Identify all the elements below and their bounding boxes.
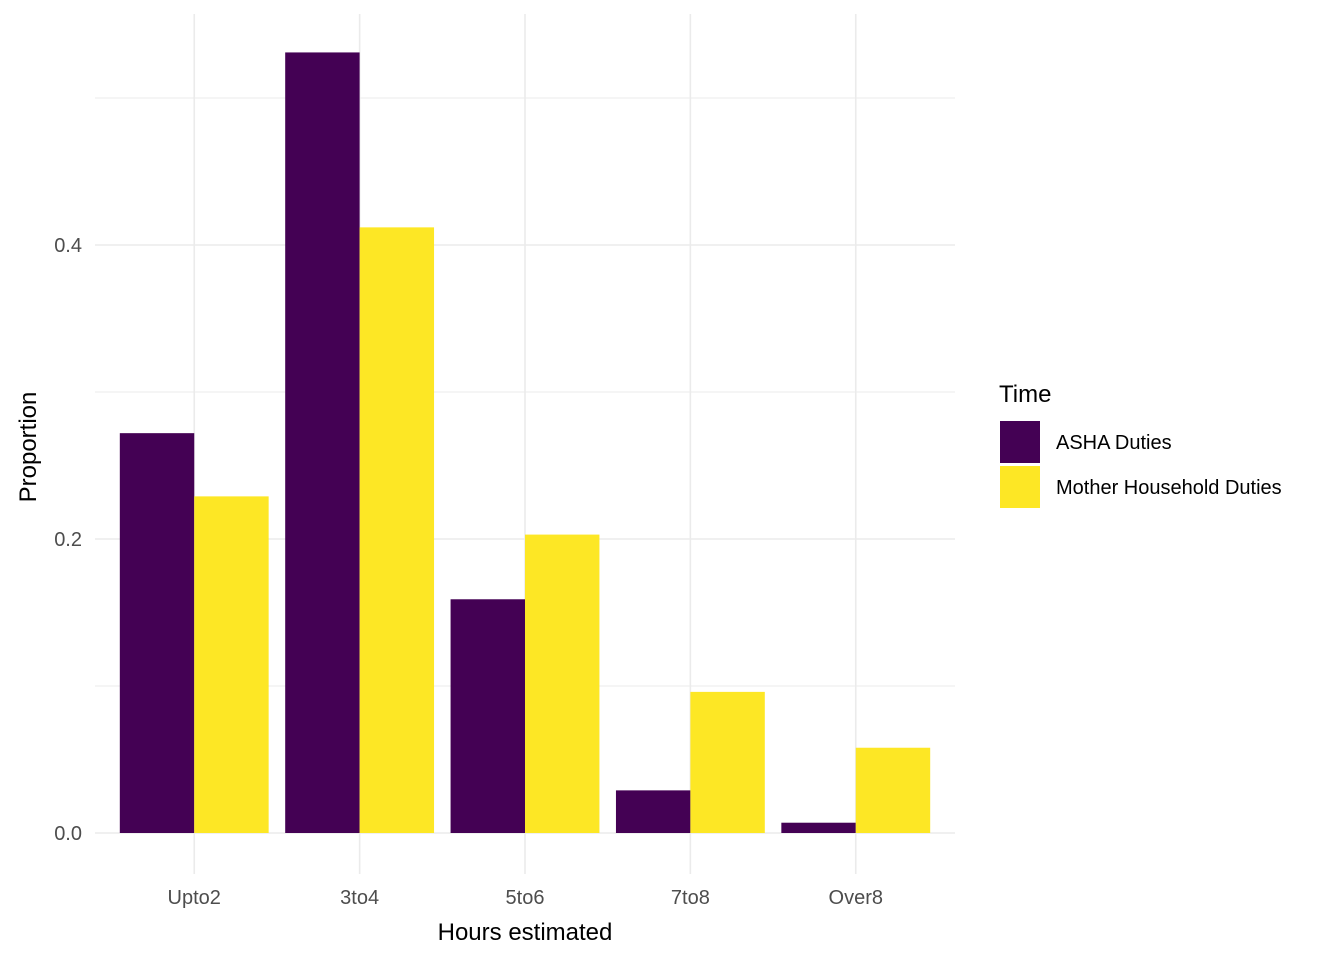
bar-mother-household-duties-7to8 <box>690 691 765 833</box>
bar-asha-duties-7to8 <box>615 790 691 833</box>
legend: Time ASHA Duties Mother Household Duties <box>999 381 1282 508</box>
bar-asha-duties-upto2 <box>119 433 195 833</box>
bar-mother-household-duties-3to4 <box>359 227 435 834</box>
legend-item-mother: Mother Household Duties <box>1000 466 1282 508</box>
bars <box>119 52 931 834</box>
legend-key-swatch <box>1000 466 1040 508</box>
y-tick-label: 0.0 <box>54 823 82 845</box>
legend-item-label: ASHA Duties <box>1056 432 1172 454</box>
bar-mother-household-duties-5to6 <box>525 534 600 833</box>
x-tick-label: 3to4 <box>340 887 379 909</box>
x-axis-tick-labels: Upto2 3to4 5to6 7to8 Over8 <box>168 887 883 909</box>
y-axis-title: Proportion <box>15 392 42 503</box>
y-axis-tick-labels: 0.0 0.2 0.4 <box>54 235 82 845</box>
y-tick-label: 0.2 <box>54 529 82 551</box>
x-axis-title: Hours estimated <box>438 919 613 946</box>
y-tick-label: 0.4 <box>54 235 82 257</box>
x-tick-label: Upto2 <box>168 887 221 909</box>
bar-asha-duties-3to4 <box>285 52 360 834</box>
bar-mother-household-duties-upto2 <box>194 496 269 833</box>
legend-key-swatch <box>1000 421 1040 463</box>
legend-item-asha: ASHA Duties <box>1000 421 1172 463</box>
bar-mother-household-duties-over8 <box>855 747 931 833</box>
legend-item-label: Mother Household Duties <box>1056 477 1282 499</box>
x-tick-label: 7to8 <box>671 887 710 909</box>
bar-asha-duties-5to6 <box>450 599 525 833</box>
x-tick-label: 5to6 <box>506 887 545 909</box>
bar-asha-duties-over8 <box>781 822 856 833</box>
legend-title: Time <box>999 381 1051 408</box>
x-tick-label: Over8 <box>829 887 883 909</box>
